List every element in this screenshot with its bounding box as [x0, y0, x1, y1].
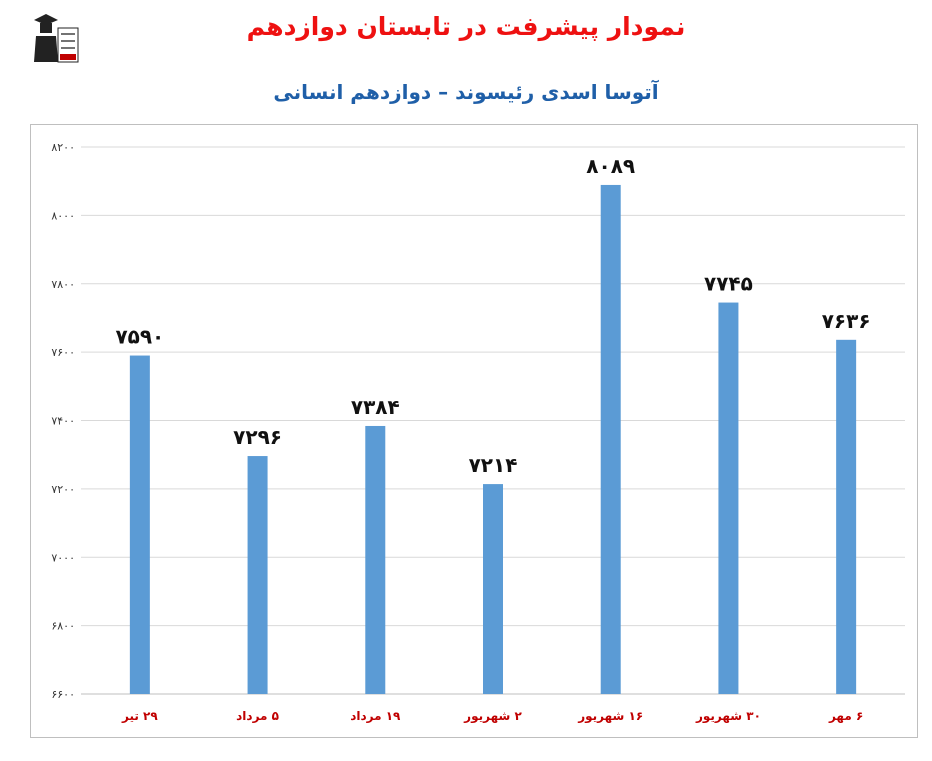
bar	[600, 184, 621, 694]
y-tick-label: ۷۲۰۰	[51, 483, 75, 496]
data-label: ۸۰۸۹	[586, 154, 635, 178]
bar	[129, 355, 150, 694]
y-tick-label: ۸۰۰۰	[51, 209, 75, 222]
data-label: ۷۷۴۵	[704, 272, 753, 296]
y-tick-label: ۶۶۰۰	[51, 688, 75, 701]
bar	[836, 339, 857, 694]
y-tick-label: ۸۲۰۰	[51, 141, 75, 154]
x-tick-label: ۶ مهر	[828, 709, 863, 723]
x-tick-label: ۳۰ شهریور	[695, 709, 761, 724]
data-label: ۷۲۹۶	[233, 425, 282, 449]
x-tick-label: ۵ مرداد	[236, 709, 279, 723]
x-tick-label: ۱۹ مرداد	[350, 709, 401, 723]
bar	[365, 425, 386, 694]
data-label: ۷۵۹۰	[115, 325, 164, 349]
data-label: ۷۶۳۶	[822, 309, 871, 333]
bar	[483, 484, 503, 694]
x-tick-label: ۲ شهریور	[463, 709, 522, 724]
chart-title: نمودار پیشرفت در تابستان دوازدهم	[246, 12, 686, 41]
graduate-logo-icon	[30, 10, 80, 68]
x-tick-label: ۱۶ شهریور	[577, 709, 643, 724]
y-tick-label: ۶۸۰۰	[51, 620, 75, 633]
y-tick-label: ۷۴۰۰	[51, 415, 75, 428]
chart-area: ۶۶۰۰ ۶۸۰۰ ۷۰۰۰ ۷۲۰۰ ۷۴۰۰ ۷۶۰۰ ۷۸۰۰ ۸۰۰۰ ۸۲۰۰ ۷۵۹۰…	[30, 124, 918, 738]
bar	[718, 302, 739, 694]
chart-subtitle: آتوسا اسدی رئیسوند – دوازدهم انسانی	[273, 80, 659, 104]
data-label: ۷۲۱۴	[469, 453, 518, 477]
x-tick-label: ۲۹ تیر	[121, 709, 158, 723]
y-tick-label: ۷۰۰۰	[51, 551, 75, 564]
bar-chart: ۶۶۰۰ ۶۸۰۰ ۷۰۰۰ ۷۲۰۰ ۷۴۰۰ ۷۶۰۰ ۷۸۰۰ ۸۰۰۰ ۸۲۰۰ ۷۵۹۰…	[51, 141, 905, 724]
data-label: ۷۳۸۴	[351, 395, 400, 419]
y-tick-label: ۷۸۰۰	[51, 278, 75, 291]
bar	[247, 456, 268, 694]
y-tick-label: ۷۶۰۰	[51, 346, 75, 359]
